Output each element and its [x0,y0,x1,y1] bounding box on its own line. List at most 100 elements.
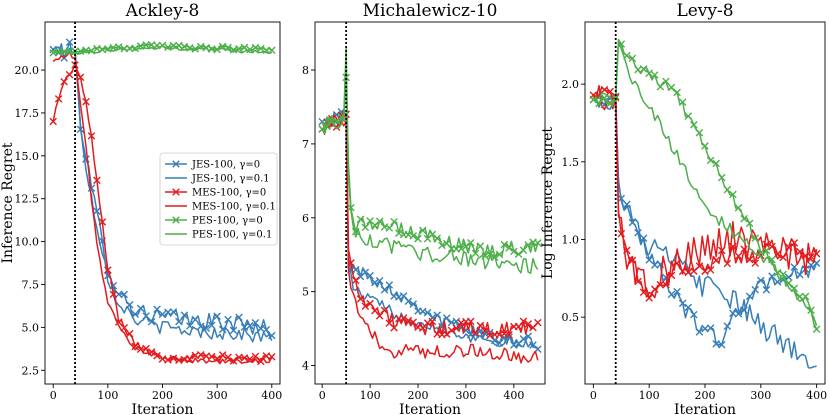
x-marker [169,308,178,316]
x-marker [419,226,427,235]
x-marker [438,241,446,250]
y-tick-label: 7.5 [22,278,40,291]
x-marker [600,85,609,94]
x-marker [175,317,183,326]
x-tick-label: 300 [750,389,771,402]
x-marker [717,340,726,349]
x-marker [93,207,101,215]
x-marker [251,318,260,327]
x-marker [87,132,96,140]
subplot-michalewicz: 0 100 200 300 400 4 5 6 7 8 Michalewicz-10 Iteratio… [302,1,546,415]
legend-label: PES-100, γ=0 [192,216,263,227]
x-marker [399,314,408,322]
legend-box [159,152,278,246]
x-marker [712,159,720,168]
legend-x-marker [172,216,180,224]
x-marker [779,270,787,279]
x-marker [224,315,232,324]
x-marker [268,353,276,361]
x-marker [98,218,107,226]
x-marker [510,247,518,256]
x-marker [235,313,243,322]
x-marker [361,302,370,310]
x-marker [701,142,709,150]
x-marker [390,324,398,332]
x-marker [745,292,754,301]
y-tick-label: 1.0 [562,234,580,247]
x-marker [356,215,365,224]
x-marker [409,300,418,308]
x-marker [768,272,776,281]
x-marker [650,71,659,79]
y-tick-label: 20.0 [15,64,40,77]
x-marker [246,45,254,54]
x-tick-label: 0 [319,389,326,402]
y-tick-label: 2.0 [562,78,580,91]
x-marker [191,315,200,324]
x-marker [361,268,370,277]
x-marker [428,230,437,239]
x-tick-label: 300 [455,389,476,402]
x-marker [409,232,418,240]
x-marker [404,316,413,325]
series-line [593,38,818,330]
x-marker [366,271,374,280]
x-marker [505,330,513,339]
x-marker [385,224,394,232]
x-marker [812,325,821,334]
chart-title: Levy-8 [676,1,733,21]
y-axis-label: Inference Regret [0,142,16,263]
x-marker [104,45,112,53]
x-tick-label: 300 [207,389,228,402]
x-marker [471,328,480,337]
y-tick-label: 8 [302,64,309,77]
x-marker [218,351,227,359]
chart-title: Ackley-8 [125,1,200,21]
x-marker [486,250,494,259]
x-marker [109,290,118,299]
x-marker [433,234,441,243]
x-marker [104,266,112,274]
x-tick-label: 400 [261,389,282,402]
x-marker [706,266,715,274]
x-marker [442,330,451,338]
x-marker [589,95,598,104]
x-tick-label: 100 [360,389,381,402]
x-tick-label: 100 [97,389,118,402]
x-marker [734,252,743,260]
x-marker [796,270,804,279]
y-tick-label: 12.5 [15,193,40,206]
x-marker [246,321,254,330]
x-marker [712,256,720,265]
x-marker [751,259,760,267]
x-marker [390,217,398,226]
x-marker [784,273,793,282]
x-marker [628,54,637,63]
y-tick-label: 4 [302,360,309,373]
legend-x-marker [172,188,180,196]
x-marker [745,219,754,228]
x-marker [519,317,528,326]
x-marker [125,329,134,338]
x-marker [142,344,150,353]
series-line [593,40,818,326]
y-tick-label: 2.5 [22,364,40,377]
y-tick-label: 10.0 [15,236,40,249]
x-marker [131,44,139,53]
x-marker [717,173,726,182]
x-marker [751,234,760,242]
legend-x-marker [172,160,180,168]
x-marker [169,354,178,363]
x-marker [762,246,771,255]
x-marker [684,268,693,277]
y-tick-label: 6 [302,212,309,225]
x-marker [395,229,403,237]
x-marker [419,307,427,316]
legend-label: JES-100, γ=0 [191,160,260,171]
x-marker [213,312,221,321]
series-line [592,94,817,369]
series-line [592,84,818,299]
x-marker [673,287,681,296]
x-marker [505,333,513,341]
